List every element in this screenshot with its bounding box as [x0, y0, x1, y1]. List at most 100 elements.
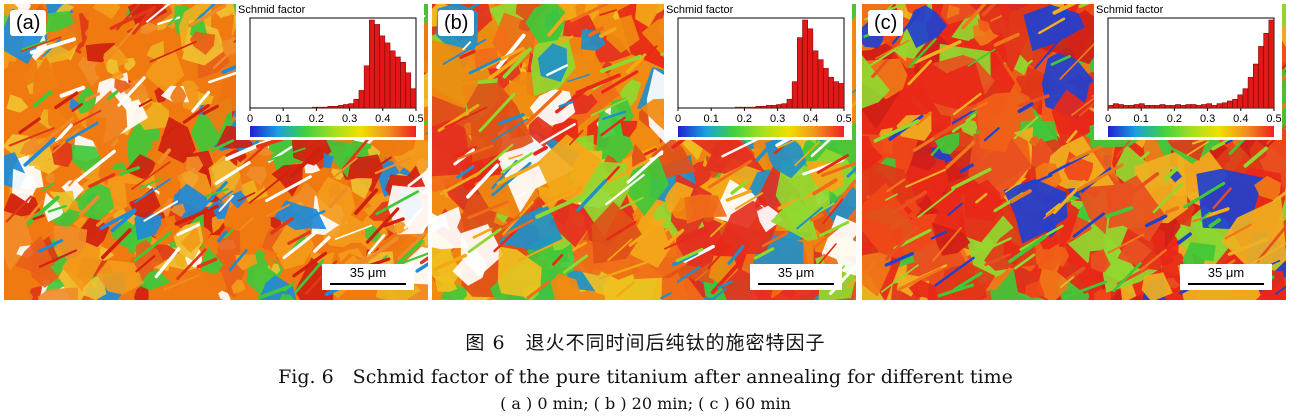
histogram-bar [405, 72, 412, 109]
histogram-bar [322, 106, 329, 109]
histogram-inset-b: Schmid factor 0 0.1 0.2 0.3 0.4 0.5 [664, 4, 852, 140]
histogram-bar [410, 88, 417, 109]
histogram-bar [374, 24, 380, 109]
histogram-inset-a: Schmid factor 0 0.1 0.2 0.3 0.4 0.5 [236, 4, 424, 140]
tick-label: 0.4 [803, 113, 818, 125]
panel-b: (b) Schmid factor 0 0.1 0.2 0.3 0.4 0.5 35 μm [432, 4, 856, 300]
scale-bar-a: 35 μm [322, 264, 414, 290]
scale-bar-c: 35 μm [1180, 264, 1272, 290]
histogram-bar [343, 104, 349, 109]
histogram-bar [1268, 19, 1275, 109]
histogram-bar [327, 105, 334, 109]
histogram-bar [358, 90, 365, 109]
histogram-bar [348, 103, 354, 109]
histogram-bar [337, 105, 344, 109]
histogram-bar [791, 81, 798, 109]
tick-label: 0.4 [375, 113, 390, 125]
scale-label-c: 35 μm [1207, 265, 1245, 280]
histogram-bar [1128, 105, 1135, 109]
histogram-bar [765, 105, 772, 109]
histogram-bar [1216, 103, 1223, 109]
histogram-bar [771, 105, 777, 109]
histogram-bar [1190, 104, 1197, 109]
histogram-b: 0 0.1 0.2 0.3 0.4 0.5 [675, 17, 852, 137]
histogram-bar [1258, 46, 1264, 109]
histogram-bar [1211, 105, 1218, 109]
histogram-bar [1201, 104, 1207, 109]
tick-label: 0.3 [342, 113, 357, 125]
histogram-bar [400, 61, 406, 109]
histogram-bar [1149, 105, 1155, 109]
histogram-bar [1133, 104, 1140, 109]
histogram-bar [1247, 76, 1254, 109]
histogram-bar [389, 50, 396, 109]
tick-label: 0.5 [1266, 113, 1281, 125]
histogram-bar [1154, 105, 1161, 109]
inset-title-c: Schmid factor [1096, 4, 1164, 16]
histogram-bar [1159, 104, 1166, 109]
tick-label: 0 [1105, 113, 1111, 125]
histogram-bar [745, 106, 751, 109]
panel-a: (a) Schmid factor 0 0.1 0.2 0.3 0.4 0.5 35 μm [4, 4, 428, 300]
histogram-bar [379, 35, 386, 109]
scale-bar-b: 35 μm [750, 264, 842, 290]
histogram-inset-c: Schmid factor 0 0.1 0.2 0.3 0.4 0.5 [1094, 4, 1282, 140]
histogram-bar [1144, 105, 1150, 109]
histogram-bar [1185, 104, 1192, 109]
figure-subcaption: ( a ) 0 min; ( b ) 20 min; ( c ) 60 min [500, 394, 791, 413]
histogram-bar [1138, 103, 1145, 109]
tick-label: 0 [247, 113, 253, 125]
tick-label: 0.1 [276, 113, 291, 125]
histogram-bar [1123, 105, 1129, 109]
histogram-bar [734, 106, 741, 109]
histogram-bar [353, 98, 360, 109]
figure-caption-cn: 图 6 退火不同时间后纯钛的施密特因子 [465, 332, 826, 354]
histogram-bar [817, 59, 824, 109]
histogram-bar [1242, 88, 1249, 109]
histogram-bar [1227, 100, 1233, 109]
inset-title-a: Schmid factor [238, 4, 306, 16]
histogram-bar [797, 37, 803, 109]
histogram-bar [781, 103, 788, 109]
tick-label: 0.3 [770, 113, 785, 125]
histogram-bar [363, 65, 370, 109]
histogram-bar [1180, 105, 1187, 109]
histogram-bar [1253, 63, 1259, 109]
histogram-bar [776, 104, 782, 109]
tick-label: 0.1 [1134, 113, 1149, 125]
histogram-bar [802, 19, 808, 109]
histogram-bar [1112, 103, 1119, 109]
histogram-bar [1221, 102, 1228, 109]
figure-caption-en: Fig. 6 Schmid factor of the pure titaniu… [278, 366, 1013, 388]
histogram-bar [1175, 104, 1181, 109]
histogram-bar [1118, 104, 1124, 109]
histogram-bar [807, 28, 814, 109]
tick-label: 0.2 [737, 113, 752, 125]
histogram-bar [755, 105, 762, 109]
histogram-bar [332, 105, 339, 109]
histogram-bar [1232, 98, 1238, 109]
histogram-bar [740, 106, 746, 109]
scale-label-a: 35 μm [349, 265, 387, 280]
panel-c: (c) Schmid factor 0 0.1 0.2 0.3 0.4 0.5 35 μm [862, 4, 1286, 300]
histogram-bar [1195, 105, 1202, 109]
histogram-a: 0 0.1 0.2 0.3 0.4 0.5 [247, 17, 424, 137]
tick-label: 0.3 [1200, 113, 1215, 125]
histogram-bar [1164, 105, 1171, 109]
histogram-bar [1107, 105, 1114, 109]
histogram-bar [828, 76, 834, 109]
histogram-bar [1206, 103, 1212, 109]
histogram-bar [395, 56, 401, 109]
colorbar [678, 126, 844, 137]
tick-label: 0.1 [704, 113, 719, 125]
histogram-bar [1170, 105, 1176, 109]
tick-label: 0.2 [309, 113, 324, 125]
panel-tag-a: (a) [10, 10, 47, 36]
tick-label: 0.2 [1167, 113, 1182, 125]
histogram-bar [750, 106, 757, 109]
histogram-bar [1237, 94, 1244, 109]
tick-label: 0 [675, 113, 681, 125]
tick-label: 0.4 [1233, 113, 1248, 125]
histogram-bar [1263, 32, 1270, 109]
panel-tag-b: (b) [438, 10, 475, 36]
